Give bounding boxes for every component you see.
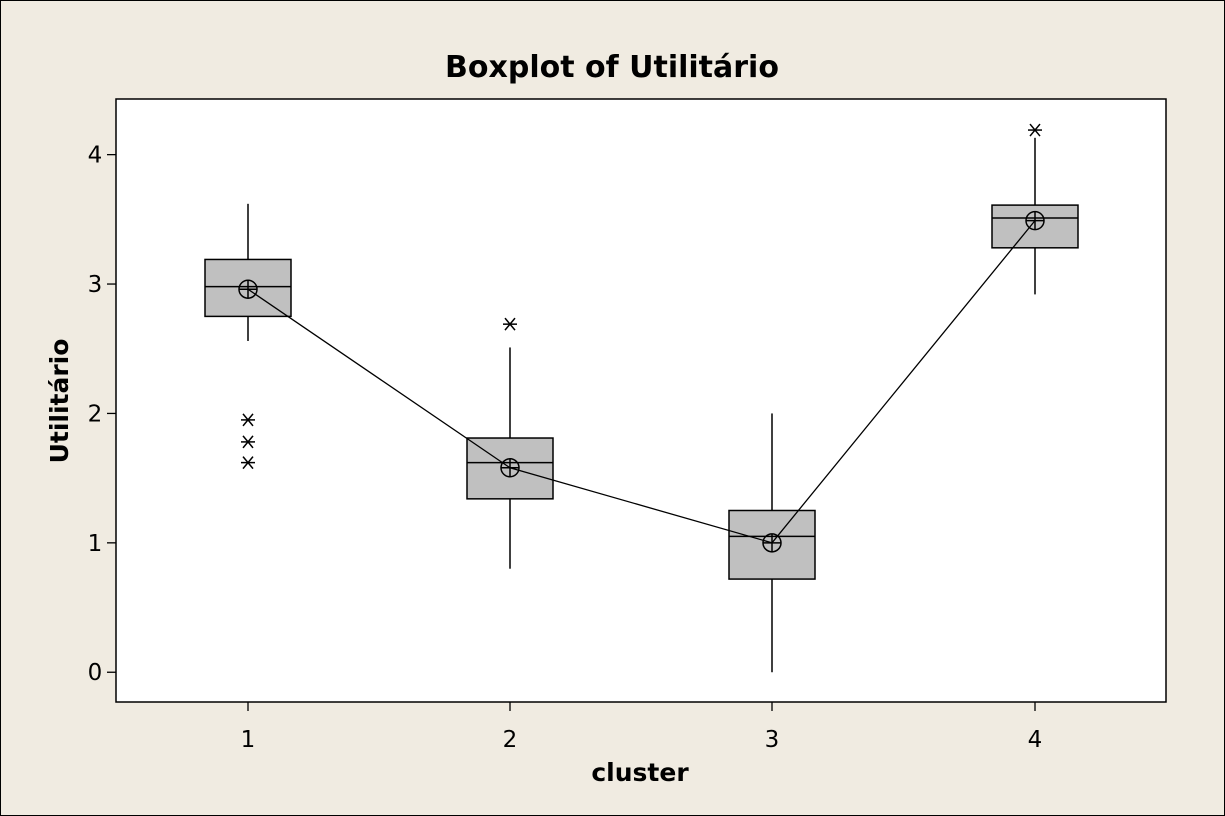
y-tick-label: 0 xyxy=(88,660,103,686)
mean-connect-line-group xyxy=(238,210,1045,553)
x-tick-label: 4 xyxy=(1028,727,1043,753)
plot-area xyxy=(115,98,1167,703)
mean-connect-line xyxy=(247,220,1036,544)
x-axis: 1 2 3 4 xyxy=(241,702,1043,753)
y-tick-label: 4 xyxy=(88,143,103,169)
outlier-stroke xyxy=(1029,123,1041,137)
outlier-marker xyxy=(1028,123,1042,137)
outlier-marker xyxy=(241,413,255,427)
outlier-stroke xyxy=(242,435,254,449)
y-tick-label: 2 xyxy=(88,401,103,427)
mean-symbol xyxy=(238,279,258,299)
outlier-stroke xyxy=(242,413,254,427)
x-tick-label: 3 xyxy=(765,727,780,753)
outlier-stroke xyxy=(504,317,516,331)
x-tick-label: 1 xyxy=(241,727,256,753)
mean-symbol xyxy=(762,533,782,553)
mean-symbol xyxy=(500,458,520,478)
mean-symbol xyxy=(1025,210,1045,231)
outlier-stroke xyxy=(242,456,254,470)
y-tick-label: 1 xyxy=(88,531,103,557)
x-axis-label: cluster xyxy=(591,758,689,787)
chart-title: Boxplot of Utilitário xyxy=(445,50,779,85)
y-axis: 0 1 2 3 4 xyxy=(88,143,116,686)
outlier-marker xyxy=(241,456,255,470)
outlier-marker xyxy=(503,317,517,331)
y-axis-label: Utilitário xyxy=(45,339,74,464)
x-tick-label: 2 xyxy=(503,727,518,753)
y-tick-label: 3 xyxy=(88,272,103,298)
outlier-marker xyxy=(241,435,255,449)
